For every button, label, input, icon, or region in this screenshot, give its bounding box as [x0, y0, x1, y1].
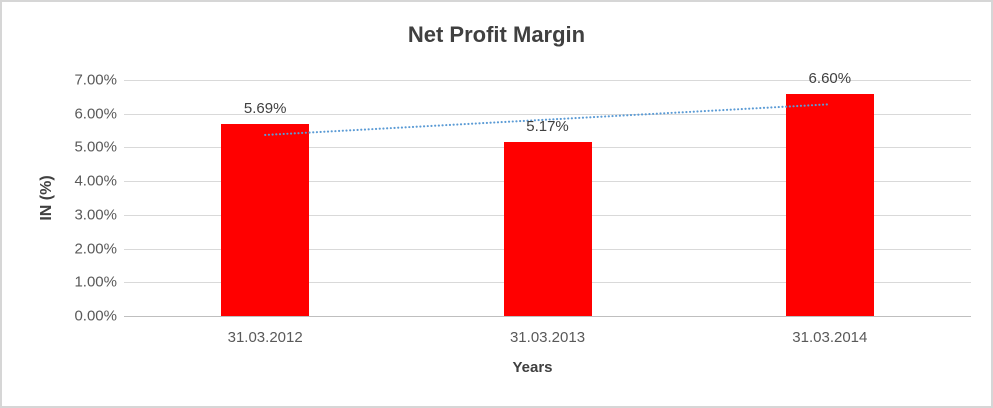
bar — [785, 93, 874, 316]
bar — [503, 141, 592, 316]
bar-value-label: 5.17% — [526, 117, 569, 135]
bar-value-label: 5.69% — [243, 100, 287, 118]
y-tick-label: 5.00% — [74, 138, 117, 156]
y-tick-label: 1.00% — [74, 273, 117, 291]
y-tick-label: 4.00% — [74, 172, 117, 190]
bar — [221, 124, 310, 316]
y-tick-label: 0.00% — [74, 307, 117, 325]
y-tick-label: 2.00% — [74, 240, 117, 258]
y-tick-label: 7.00% — [74, 71, 117, 89]
x-axis-tick-labels: 31.03.2012 31.03.2013 31.03.2014 — [124, 329, 971, 349]
gridline — [124, 80, 971, 81]
y-tick-label: 6.00% — [74, 105, 117, 123]
chart-title: Net Profit Margin — [407, 22, 586, 47]
plot-area: 5.69% 5.17% 6.60% — [124, 70, 971, 317]
x-axis-title: Years — [512, 359, 553, 376]
y-axis-tick-labels: 0.00% 1.00% 2.00% 3.00% 4.00% 5.00% 6.00% 7.00% — [2, 2, 117, 406]
x-tick-label: 31.03.2012 — [227, 329, 303, 346]
gridline — [124, 113, 971, 115]
y-tick-label: 3.00% — [74, 206, 117, 224]
x-tick-label: 31.03.2013 — [509, 329, 586, 346]
x-tick-label: 31.03.2014 — [792, 329, 868, 346]
bar-value-label: 6.60% — [808, 69, 852, 87]
